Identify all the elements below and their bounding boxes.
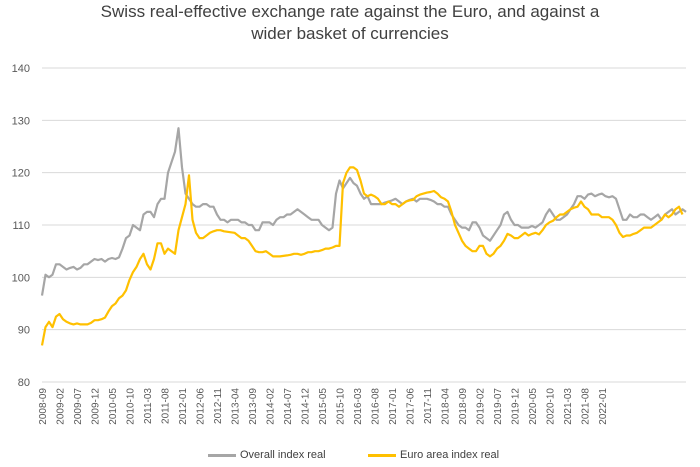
x-tick-label: 2021-03 — [563, 388, 574, 425]
y-tick-label: 90 — [18, 325, 30, 337]
x-tick-label: 2019-02 — [476, 388, 487, 425]
series-line-euro — [40, 166, 684, 346]
x-tick-label: 2017-01 — [388, 388, 399, 425]
x-tick-label: 2014-07 — [283, 388, 294, 425]
x-tick-label: 2011-08 — [161, 388, 172, 424]
x-tick-label: 2012-11 — [213, 388, 224, 424]
x-tick-label: 2016-08 — [371, 388, 382, 425]
series-line-overall — [40, 127, 687, 296]
x-tick-label: 2021-08 — [581, 388, 592, 425]
x-tick-label: 2019-07 — [493, 388, 504, 425]
y-tick-label: 110 — [12, 220, 30, 232]
x-tick-label: 2010-05 — [108, 388, 119, 425]
series-lines — [40, 127, 687, 346]
x-tick-label: 2022-01 — [598, 388, 609, 425]
x-tick-label: 2014-02 — [266, 388, 277, 425]
legend-entry-euro: Euro area index real — [368, 449, 499, 461]
y-tick-label: 120 — [12, 168, 30, 180]
x-tick-label: 2017-06 — [406, 388, 417, 425]
y-axis-ticks: 80 90 100 110 120 130 140 — [12, 63, 30, 389]
x-tick-label: 2013-09 — [248, 388, 259, 425]
x-tick-label: 2012-01 — [178, 388, 189, 425]
x-tick-label: 2010-10 — [126, 388, 137, 425]
x-tick-label: 2015-10 — [336, 388, 347, 425]
y-tick-label: 130 — [12, 115, 30, 127]
legend-label-overall: Overall index real — [240, 449, 326, 461]
x-tick-label: 2009-07 — [73, 388, 84, 425]
x-tick-label: 2020-10 — [546, 388, 557, 425]
legend-entry-overall: Overall index real — [208, 449, 326, 461]
chart-title-line-2: wider basket of currencies — [251, 24, 449, 43]
chart-title-line-1: Swiss real-effective exchange rate again… — [100, 2, 600, 21]
x-tick-label: 2020-05 — [528, 388, 539, 425]
x-tick-label: 2009-12 — [91, 388, 102, 425]
x-tick-label: 2011-03 — [143, 388, 154, 424]
x-tick-label: 2009-02 — [56, 388, 67, 425]
x-tick-label: 2008-09 — [38, 388, 49, 425]
x-tick-label: 2016-03 — [353, 388, 364, 425]
x-tick-label: 2015-05 — [318, 388, 329, 425]
x-axis-ticks: 2008-09 2009-02 2009-07 2009-12 2010-05 2010-… — [38, 388, 609, 425]
gridlines — [42, 67, 686, 383]
x-tick-label: 2012-06 — [196, 388, 207, 425]
x-tick-label: 2019-12 — [511, 388, 522, 425]
legend-swatch-euro — [368, 453, 396, 457]
y-tick-label: 100 — [12, 272, 30, 284]
legend-swatch-overall — [208, 453, 236, 457]
x-tick-label: 2018-09 — [458, 388, 469, 425]
y-tick-label: 140 — [12, 63, 30, 75]
x-tick-label: 2018-04 — [441, 388, 452, 425]
x-tick-label: 2013-04 — [231, 388, 242, 425]
legend-label-euro: Euro area index real — [400, 449, 500, 461]
x-tick-label: 2014-12 — [301, 388, 312, 425]
y-tick-label: 80 — [18, 377, 30, 389]
x-tick-label: 2017-11 — [423, 388, 434, 424]
